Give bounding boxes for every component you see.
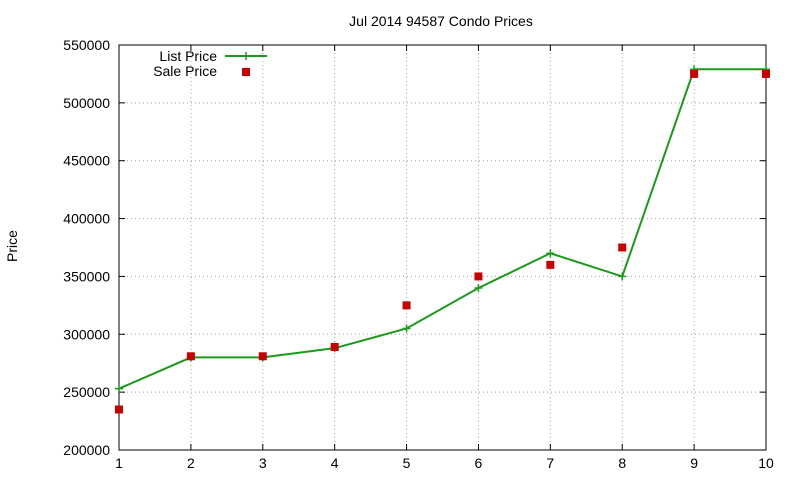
sale-price-point [474, 272, 483, 281]
x-tick-label: 5 [403, 455, 411, 471]
x-tick-label: 2 [187, 455, 195, 471]
y-tick-label: 400000 [63, 211, 110, 227]
legend-label-sale-price: Sale Price [153, 63, 217, 79]
sale-price-point [402, 301, 411, 310]
list-price-point [402, 324, 411, 333]
sale-price-point [330, 343, 339, 352]
axis-ticks: 1 2 3 4 5 6 7 8 9 10 200000 250000 300000 350000 40000… [63, 37, 774, 471]
series [115, 65, 770, 414]
x-tick-label: 9 [690, 455, 698, 471]
sale-price-point [690, 69, 699, 78]
plot-frame [118, 44, 767, 451]
list-price-point [546, 249, 555, 258]
y-tick-label: 300000 [63, 326, 110, 342]
x-tick-label: 3 [259, 455, 267, 471]
y-tick-label: 450000 [63, 153, 110, 169]
legend-swatch-sale-price [242, 68, 250, 76]
sale-price-point [115, 405, 123, 414]
x-tick-label: 8 [618, 455, 626, 471]
sale-price-point [186, 352, 195, 361]
x-tick-label: 4 [331, 455, 339, 471]
x-tick-label: 1 [115, 455, 123, 471]
y-tick-label: 350000 [63, 268, 110, 284]
sale-price-point [762, 69, 770, 78]
x-tick-label: 10 [758, 455, 774, 471]
x-tick-label: 6 [475, 455, 483, 471]
y-tick-label: 550000 [63, 37, 110, 53]
legend-label-list-price: List Price [159, 48, 217, 64]
sale-price-point [258, 352, 267, 361]
y-axis-label: Price [4, 230, 20, 262]
y-tick-label: 250000 [63, 384, 110, 400]
list-price-point [618, 272, 627, 281]
y-tick-label: 200000 [63, 442, 110, 458]
sale-price-point [546, 260, 555, 269]
x-tick-label: 7 [546, 455, 554, 471]
y-tick-label: 500000 [63, 95, 110, 111]
sale-price-point [618, 243, 627, 252]
chart-title: Jul 2014 94587 Condo Prices [349, 13, 533, 29]
list-price-line [118, 68, 766, 390]
list-price-point [474, 284, 483, 292]
list-price-point [115, 384, 123, 393]
